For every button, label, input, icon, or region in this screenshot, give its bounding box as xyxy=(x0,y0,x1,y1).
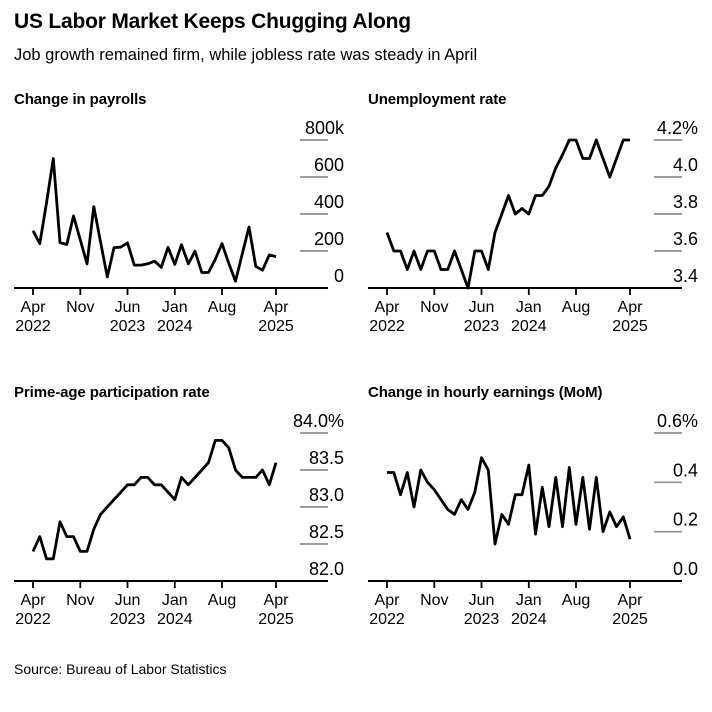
y-tick-label: 84.0% xyxy=(293,413,344,431)
data-line xyxy=(31,438,278,561)
y-tick-label: 3.8 xyxy=(673,192,698,212)
earnings-line-chart: 0.6% 0.4 0.2 0.0 Apr 2022 Nov Jun 2023 Jan 2024 Aug… xyxy=(368,413,698,628)
x-tick-label: Nov xyxy=(66,592,94,609)
data-line xyxy=(31,157,277,283)
chart-earnings: Change in hourly earnings (MoM) 0.6% 0.4 0… xyxy=(368,384,698,629)
x-tick-year: 2025 xyxy=(258,611,294,628)
x-tick-year: 2023 xyxy=(110,318,146,335)
chart-payrolls: Change in payrolls 800k 600 400 200 0 Apr 2022… xyxy=(14,91,344,336)
charts-grid: Change in payrolls 800k 600 400 200 0 Apr 2022… xyxy=(14,91,698,629)
y-tick-label: 82.5 xyxy=(309,522,344,542)
x-tick-year: 2022 xyxy=(15,611,51,628)
x-tick-year: 2023 xyxy=(464,611,500,628)
y-tick-label: 0 xyxy=(334,266,344,286)
y-tick-label: 0.2 xyxy=(673,510,698,530)
x-tick-year: 2025 xyxy=(258,318,294,335)
x-tick-label: Nov xyxy=(66,299,94,316)
y-tick-label: 83.0 xyxy=(309,485,344,505)
y-tick-label: 82.0 xyxy=(309,559,344,579)
x-tick-label: Apr xyxy=(264,592,290,609)
data-line xyxy=(387,456,632,546)
x-tick-label: Aug xyxy=(562,299,590,316)
x-tick-year: 2022 xyxy=(369,318,405,335)
x-tick-label: Apr xyxy=(375,592,401,609)
x-tick-year: 2024 xyxy=(511,318,547,335)
page-title: US Labor Market Keeps Chugging Along xyxy=(14,10,411,33)
y-tick-label: 200 xyxy=(314,229,344,249)
x-tick-label: Apr xyxy=(618,299,644,316)
y-tick-label: 600 xyxy=(314,155,344,175)
data-line xyxy=(385,138,630,290)
x-tick-year: 2024 xyxy=(157,611,193,628)
unemployment-line-chart: 4.2% 4.0 3.8 3.6 3.4 Apr 2022 Nov Jun 2023 Jan 2024… xyxy=(368,120,698,335)
x-tick-label: Jun xyxy=(115,299,141,316)
y-tick-label: 3.4 xyxy=(673,266,698,286)
x-tick-label: Apr xyxy=(618,592,644,609)
y-tick-label: 0.0 xyxy=(673,559,698,579)
x-tick-year: 2023 xyxy=(110,611,146,628)
x-tick-label: Apr xyxy=(375,299,401,316)
x-tick-label: Nov xyxy=(420,299,448,316)
y-tick-label: 0.4 xyxy=(673,460,698,480)
participation-line-chart: 84.0% 83.5 83.0 82.5 82.0 Apr 2022 Nov Jun 2023 Ja… xyxy=(14,413,344,628)
x-tick-label: Apr xyxy=(264,299,290,316)
y-tick-label: 400 xyxy=(314,192,344,212)
x-tick-label: Jun xyxy=(469,299,495,316)
x-tick-label: Apr xyxy=(21,299,47,316)
x-tick-label: Aug xyxy=(208,592,236,609)
x-tick-year: 2025 xyxy=(612,318,648,335)
x-tick-year: 2025 xyxy=(612,611,648,628)
page-subtitle: Job growth remained firm, while jobless … xyxy=(14,46,478,64)
report-footer: Source: Bureau of Labor Statistics xyxy=(14,661,697,677)
x-tick-label: Jun xyxy=(469,592,495,609)
y-tick-label: 4.0 xyxy=(673,155,698,175)
y-tick-label: 4.2% xyxy=(657,120,698,138)
report-header: US Labor Market Keeps Chugging Along Job… xyxy=(14,10,697,65)
x-tick-year: 2022 xyxy=(15,318,51,335)
y-tick-label: 0.6% xyxy=(657,413,698,431)
x-tick-label: Jan xyxy=(516,592,542,609)
x-tick-label: Jan xyxy=(162,592,188,609)
x-tick-label: Aug xyxy=(208,299,236,316)
x-tick-year: 2024 xyxy=(157,318,193,335)
chart-title-unemployment: Unemployment rate xyxy=(368,91,507,108)
chart-title-earnings: Change in hourly earnings (MoM) xyxy=(368,384,603,401)
y-tick-label: 83.5 xyxy=(309,448,344,468)
chart-title-payrolls: Change in payrolls xyxy=(14,91,147,108)
chart-title-participation: Prime-age participation rate xyxy=(14,384,210,401)
y-tick-label: 800k xyxy=(305,120,344,138)
x-tick-label: Jan xyxy=(162,299,188,316)
x-tick-label: Jan xyxy=(516,299,542,316)
x-tick-label: Nov xyxy=(420,592,448,609)
x-tick-label: Aug xyxy=(562,592,590,609)
chart-participation: Prime-age participation rate 84.0% 83.5 83… xyxy=(14,384,344,629)
x-tick-year: 2022 xyxy=(369,611,405,628)
x-tick-year: 2024 xyxy=(511,611,547,628)
x-tick-label: Apr xyxy=(21,592,47,609)
source-note: Source: Bureau of Labor Statistics xyxy=(14,661,227,677)
x-tick-label: Jun xyxy=(115,592,141,609)
y-tick-label: 3.6 xyxy=(673,229,698,249)
x-tick-year: 2023 xyxy=(464,318,500,335)
chart-unemployment: Unemployment rate 4.2% 4.0 3.8 3.6 3.4 Apr 202… xyxy=(368,91,698,336)
payrolls-line-chart: 800k 600 400 200 0 Apr 2022 Nov Jun 2023 Jan 2024 Au… xyxy=(14,120,344,335)
